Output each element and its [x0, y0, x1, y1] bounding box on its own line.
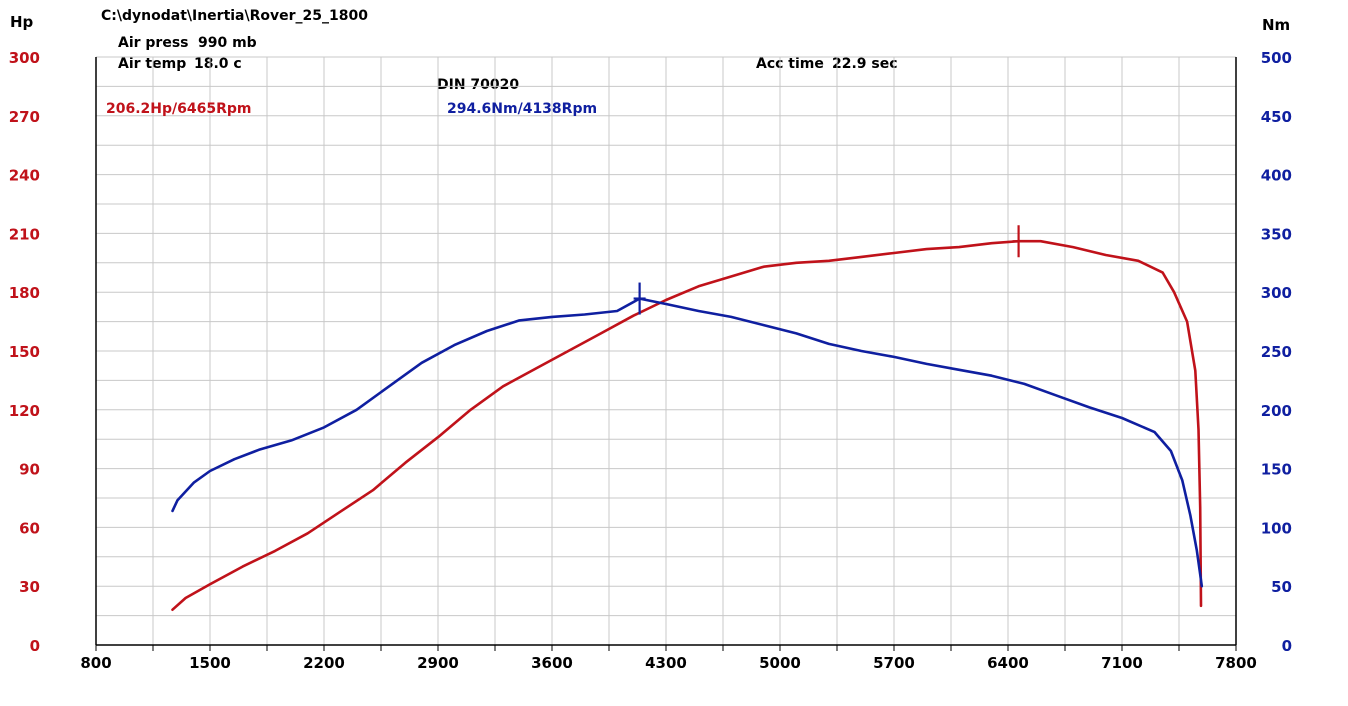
air-temp-value: 18.0 c [194, 56, 242, 72]
peak-markers [633, 225, 1025, 315]
grid [96, 56, 1236, 645]
x-tick-label: 7800 [1215, 654, 1257, 672]
y-left-axis-label: Hp [10, 13, 34, 31]
y-right-tick-label: 350 [1261, 225, 1292, 243]
y-left-tick-label: 0 [30, 637, 40, 655]
y-right-tick-label: 100 [1261, 519, 1292, 537]
axes: 0 30 60 90 120 150 180 210 240 270 300 0 50 100 150 200… [9, 49, 1292, 672]
torque-curve [171, 297, 1204, 588]
y-left-tick-label: 210 [9, 225, 40, 243]
y-left-tick-label: 90 [19, 461, 40, 479]
x-tick-label: 2900 [417, 654, 459, 672]
y-right-tick-label: 50 [1271, 578, 1292, 596]
x-tick-label: 5000 [759, 654, 801, 672]
y-right-tick-label: 200 [1261, 402, 1292, 420]
y-right-tick-label: 250 [1261, 343, 1292, 361]
x-tick-label: 6400 [987, 654, 1029, 672]
y-left-tick-label: 120 [9, 402, 40, 420]
x-tick-label: 800 [80, 654, 111, 672]
x-tick-label: 3600 [531, 654, 573, 672]
y-right-tick-label: 300 [1261, 284, 1292, 302]
x-tick-label: 7100 [1101, 654, 1143, 672]
y-right-tick-label: 400 [1261, 167, 1292, 185]
y-left-tick-label: 270 [9, 108, 40, 126]
y-right-axis-label: Nm [1262, 16, 1290, 34]
y-right-tick-label: 450 [1261, 108, 1292, 126]
air-press-value: 990 mb [198, 35, 257, 51]
y-right-tick-label: 0 [1282, 637, 1292, 655]
y-right-tick-label: 500 [1261, 49, 1292, 67]
power-peak-label: 206.2Hp/6465Rpm [106, 101, 252, 117]
standard-label: DIN 70020 [437, 77, 519, 93]
y-left-tick-label: 150 [9, 343, 40, 361]
series-lines [171, 239, 1204, 612]
y-left-tick-label: 300 [9, 49, 40, 67]
air-temp-label: Air temp [118, 56, 186, 72]
air-press-label: Air press [118, 35, 189, 51]
x-tick-label: 5700 [873, 654, 915, 672]
x-tick-label: 1500 [189, 654, 231, 672]
torque-peak-label: 294.6Nm/4138Rpm [447, 101, 597, 117]
y-left-tick-label: 180 [9, 284, 40, 302]
x-tick-label: 4300 [645, 654, 687, 672]
file-path: C:\dynodat\Inertia\Rover_25_1800 [101, 8, 368, 24]
power-curve [171, 239, 1203, 612]
y-left-tick-label: 240 [9, 167, 40, 185]
x-tick-label: 2200 [303, 654, 345, 672]
y-left-tick-label: 30 [19, 578, 40, 596]
acc-time-label: Acc time [756, 56, 824, 72]
y-left-tick-label: 60 [19, 519, 40, 537]
acc-time-value: 22.9 sec [832, 56, 898, 72]
y-right-tick-label: 150 [1261, 461, 1292, 479]
